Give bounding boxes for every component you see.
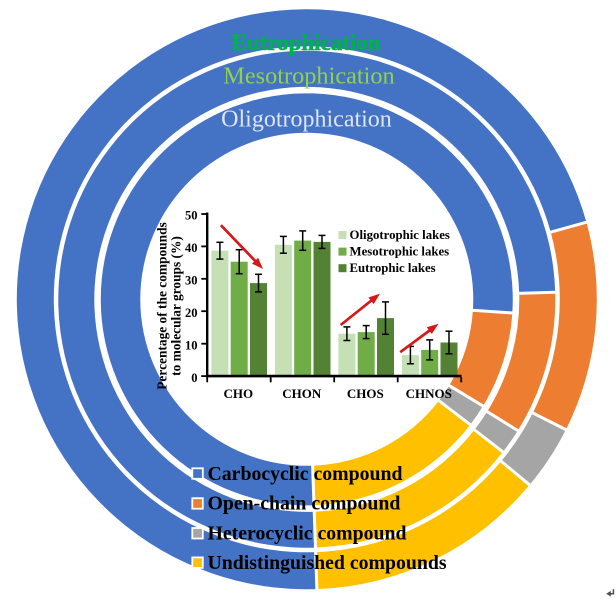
svg-text:Carbocyclic compound: Carbocyclic compound <box>208 463 403 485</box>
svg-text:Undistinguished compounds: Undistinguished compounds <box>208 552 447 574</box>
svg-text:30: 30 <box>185 274 198 288</box>
svg-text:20: 20 <box>185 306 198 320</box>
svg-text:10: 10 <box>185 338 198 352</box>
svg-text:Percentage of the compounds: Percentage of the compounds <box>155 222 170 390</box>
svg-text:Oligotrophication: Oligotrophication <box>221 107 392 133</box>
svg-text:Oligotrophic lakes: Oligotrophic lakes <box>350 228 450 242</box>
svg-text:CHON: CHON <box>282 386 322 401</box>
svg-text:Open-chain compound: Open-chain compound <box>208 493 401 515</box>
svg-text:CHO: CHO <box>223 386 253 401</box>
svg-text:0: 0 <box>191 371 197 385</box>
svg-text:Eutrophication: Eutrophication <box>231 30 380 55</box>
svg-text:CHOS: CHOS <box>347 386 384 401</box>
svg-text:40: 40 <box>185 241 198 255</box>
svg-text:CHNOS: CHNOS <box>406 386 452 401</box>
svg-text:Mesotrophic lakes: Mesotrophic lakes <box>350 245 450 259</box>
svg-text:Heterocyclic compound: Heterocyclic compound <box>208 522 407 544</box>
svg-text:to molecular groups (%): to molecular groups (%) <box>169 236 184 376</box>
svg-text:Eutrophic lakes: Eutrophic lakes <box>350 261 436 275</box>
svg-text:Mesotrophication: Mesotrophication <box>223 63 394 90</box>
svg-text:50: 50 <box>185 209 198 223</box>
